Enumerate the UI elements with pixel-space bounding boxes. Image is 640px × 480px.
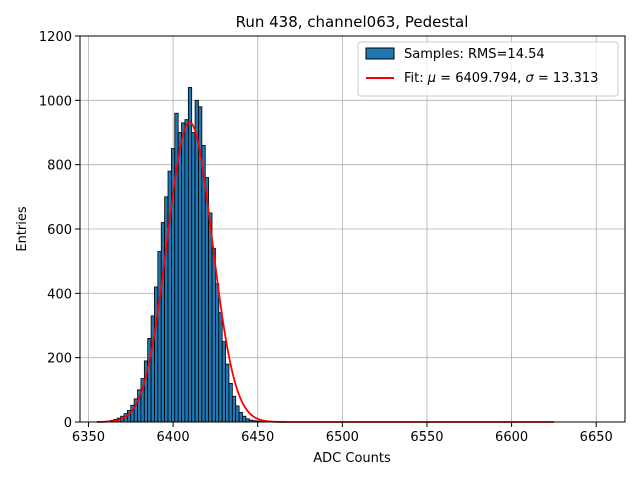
x-tick-label: 6450 bbox=[241, 430, 274, 445]
x-tick-label: 6500 bbox=[326, 430, 359, 445]
y-tick-label: 800 bbox=[47, 159, 72, 174]
y-tick-label: 400 bbox=[47, 287, 72, 302]
y-tick-label: 200 bbox=[47, 352, 72, 367]
y-axis-title: Entries bbox=[15, 206, 30, 252]
x-tick-label: 6400 bbox=[157, 430, 190, 445]
legend-hist-swatch bbox=[365, 47, 395, 60]
y-tick-label: 1000 bbox=[39, 94, 72, 109]
histogram-bar bbox=[187, 87, 193, 423]
legend-fit-label: Fit: μ = 6409.794, σ = 13.313 bbox=[404, 71, 598, 86]
histogram-bar bbox=[228, 382, 233, 423]
x-tick-label: 6550 bbox=[410, 430, 443, 445]
histogram-bar bbox=[225, 363, 230, 423]
x-tick-label: 6350 bbox=[72, 430, 105, 445]
histogram-bar bbox=[211, 247, 216, 423]
histogram-bar bbox=[181, 122, 186, 423]
x-tick-label: 6650 bbox=[580, 430, 613, 445]
legend-box bbox=[357, 41, 619, 97]
histogram-bar bbox=[154, 286, 159, 423]
histogram-bar bbox=[191, 132, 196, 423]
histogram-bar bbox=[177, 132, 182, 423]
histogram-bar bbox=[231, 395, 237, 423]
histogram-bar bbox=[242, 415, 247, 423]
histogram-bar bbox=[160, 222, 166, 423]
histogram-bar bbox=[208, 212, 213, 423]
histogram-bar bbox=[194, 99, 199, 423]
legend: Samples: RMS=14.54 Fit: μ = 6409.794, σ … bbox=[357, 41, 619, 97]
histogram-bar bbox=[184, 119, 189, 423]
y-tick-label: 1200 bbox=[39, 30, 72, 45]
histogram-bar bbox=[215, 283, 220, 423]
x-axis-ticks: 6350 6400 6450 6500 6550 6600 6650 bbox=[72, 422, 613, 445]
histogram-bar bbox=[235, 405, 240, 423]
x-axis-title: ADC Counts bbox=[313, 451, 391, 466]
histogram-bar bbox=[218, 312, 223, 423]
histogram-bar bbox=[157, 251, 162, 423]
chart-title: Run 438, channel063, Pedestal bbox=[236, 13, 469, 31]
histogram-bar bbox=[238, 411, 243, 423]
histogram-bar bbox=[221, 341, 226, 423]
legend-hist-label: Samples: RMS=14.54 bbox=[404, 47, 545, 62]
y-tick-label: 0 bbox=[64, 416, 72, 431]
y-axis-ticks: 0 200 400 600 800 1000 1200 bbox=[39, 30, 80, 431]
x-tick-label: 6600 bbox=[495, 430, 528, 445]
y-tick-label: 600 bbox=[47, 223, 72, 238]
